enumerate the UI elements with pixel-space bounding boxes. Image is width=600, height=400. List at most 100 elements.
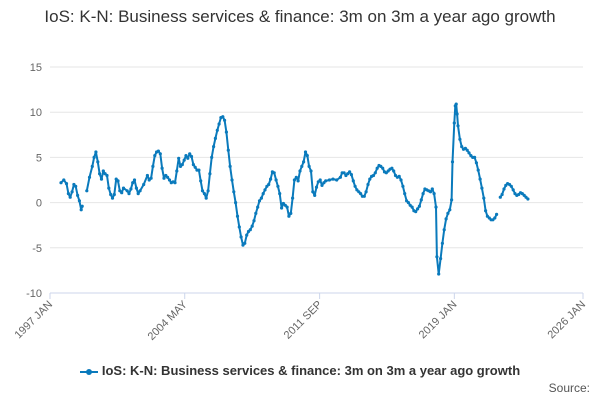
data-point[interactable]	[64, 182, 69, 186]
data-point[interactable]	[351, 179, 355, 183]
data-point[interactable]	[197, 168, 201, 172]
data-point[interactable]	[474, 161, 478, 165]
data-point[interactable]	[213, 136, 217, 140]
data-point[interactable]	[109, 192, 113, 197]
data-point[interactable]	[237, 225, 241, 229]
data-point[interactable]	[68, 195, 72, 199]
data-point[interactable]	[456, 124, 460, 128]
data-point[interactable]	[94, 150, 98, 154]
data-point[interactable]	[500, 192, 504, 197]
data-point[interactable]	[437, 272, 441, 276]
data-point[interactable]	[392, 169, 396, 173]
data-point[interactable]	[397, 174, 401, 178]
data-point[interactable]	[311, 190, 315, 194]
data-point[interactable]	[455, 112, 459, 116]
data-point[interactable]	[292, 178, 296, 182]
data-point[interactable]	[186, 156, 190, 160]
data-point[interactable]	[465, 148, 469, 152]
data-point[interactable]	[136, 192, 140, 196]
data-point[interactable]	[77, 199, 81, 203]
data-point[interactable]	[87, 175, 92, 179]
data-point[interactable]	[509, 184, 513, 188]
data-point[interactable]	[142, 182, 146, 187]
data-point[interactable]	[302, 160, 306, 164]
data-point[interactable]	[193, 165, 197, 169]
data-point[interactable]	[202, 192, 206, 196]
data-point[interactable]	[442, 228, 446, 232]
data-point[interactable]	[318, 178, 322, 182]
data-point[interactable]	[212, 145, 216, 149]
data-point[interactable]	[454, 102, 458, 106]
data-point[interactable]	[502, 187, 506, 191]
data-point[interactable]	[294, 175, 298, 179]
data-point[interactable]	[439, 257, 443, 261]
data-point[interactable]	[375, 166, 379, 170]
data-point[interactable]	[493, 216, 497, 220]
data-point[interactable]	[134, 186, 138, 190]
data-point[interactable]	[254, 211, 258, 215]
data-point[interactable]	[267, 182, 271, 187]
data-point[interactable]	[309, 169, 313, 173]
data-point[interactable]	[473, 155, 477, 159]
data-point[interactable]	[129, 187, 133, 191]
data-point[interactable]	[156, 149, 160, 153]
data-point[interactable]	[223, 118, 227, 122]
data-point[interactable]	[401, 184, 405, 188]
data-point[interactable]	[287, 214, 291, 218]
data-point[interactable]	[435, 255, 439, 259]
data-point[interactable]	[138, 189, 142, 193]
data-point[interactable]	[307, 164, 311, 168]
data-point[interactable]	[324, 179, 328, 183]
data-point[interactable]	[381, 166, 385, 170]
data-point[interactable]	[153, 154, 157, 158]
data-point[interactable]	[191, 163, 195, 167]
data-point[interactable]	[62, 178, 66, 182]
data-point[interactable]	[167, 178, 172, 182]
data-point[interactable]	[296, 179, 300, 183]
data-point[interactable]	[403, 192, 407, 196]
data-point[interactable]	[440, 241, 444, 245]
data-point[interactable]	[428, 190, 433, 194]
data-point[interactable]	[228, 164, 232, 168]
data-point[interactable]	[314, 185, 319, 189]
data-point[interactable]	[498, 195, 502, 199]
data-point[interactable]	[226, 148, 230, 152]
data-point[interactable]	[121, 186, 126, 190]
data-point[interactable]	[79, 208, 83, 212]
data-point[interactable]	[285, 205, 289, 209]
data-point[interactable]	[131, 181, 135, 185]
data-point[interactable]	[300, 164, 304, 168]
legend[interactable]: IoS: K-N: Business services & finance: 3…	[0, 363, 600, 378]
data-point[interactable]	[417, 204, 421, 208]
data-point[interactable]	[98, 172, 102, 176]
data-point[interactable]	[208, 172, 212, 176]
data-point[interactable]	[452, 121, 456, 125]
data-point[interactable]	[224, 130, 228, 134]
data-point[interactable]	[204, 196, 208, 200]
data-point[interactable]	[116, 179, 120, 183]
data-point[interactable]	[353, 184, 357, 188]
data-point[interactable]	[303, 150, 308, 154]
data-point[interactable]	[127, 192, 131, 196]
data-point[interactable]	[166, 175, 170, 179]
data-point[interactable]	[298, 169, 302, 173]
data-point[interactable]	[234, 201, 238, 205]
data-point[interactable]	[252, 219, 256, 223]
data-point[interactable]	[421, 192, 425, 196]
data-point[interactable]	[280, 206, 284, 210]
data-point[interactable]	[320, 183, 324, 187]
data-point[interactable]	[59, 181, 63, 185]
data-point[interactable]	[272, 171, 276, 175]
data-point[interactable]	[460, 145, 464, 149]
data-point[interactable]	[256, 205, 260, 209]
data-point[interactable]	[362, 194, 366, 198]
data-point[interactable]	[257, 199, 262, 203]
data-point[interactable]	[450, 198, 454, 202]
data-point[interactable]	[132, 178, 137, 182]
data-point[interactable]	[278, 192, 282, 196]
data-point[interactable]	[239, 235, 243, 239]
data-point[interactable]	[99, 177, 104, 181]
data-point[interactable]	[66, 192, 70, 196]
data-point[interactable]	[399, 178, 403, 182]
data-point[interactable]	[274, 178, 278, 182]
